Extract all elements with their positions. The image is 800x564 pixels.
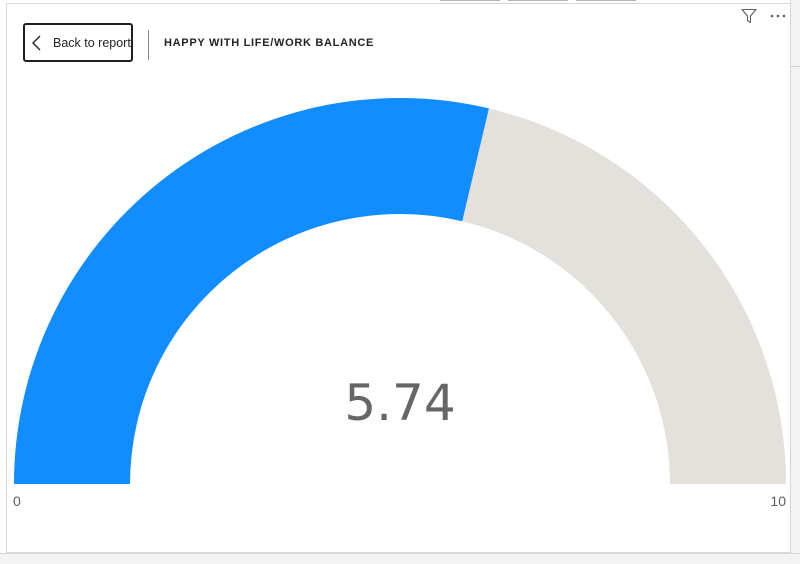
gauge-min-label: 0 [13,493,21,509]
back-to-report-button[interactable]: Back to report [23,23,133,62]
back-to-report-label: Back to report [53,35,131,50]
gauge-value-arc[interactable] [14,97,489,485]
more-options-icon[interactable] [769,8,787,24]
gauge-max-label: 10 [770,493,786,509]
background-report-fragment [440,0,710,3]
scrollbar-vertical[interactable] [790,0,800,564]
gauge-value-label: 5.74 [344,374,455,432]
visual-title: HAPPY WITH LIFE/WORK BALANCE [164,37,375,49]
gauge-chart: 5.74 0 10 [13,97,786,509]
scrollbar-thumb[interactable] [791,66,800,67]
header-divider [148,30,149,60]
filter-icon[interactable] [741,8,757,24]
scrollbar-horizontal[interactable] [0,553,800,564]
chevron-left-icon [32,35,41,50]
